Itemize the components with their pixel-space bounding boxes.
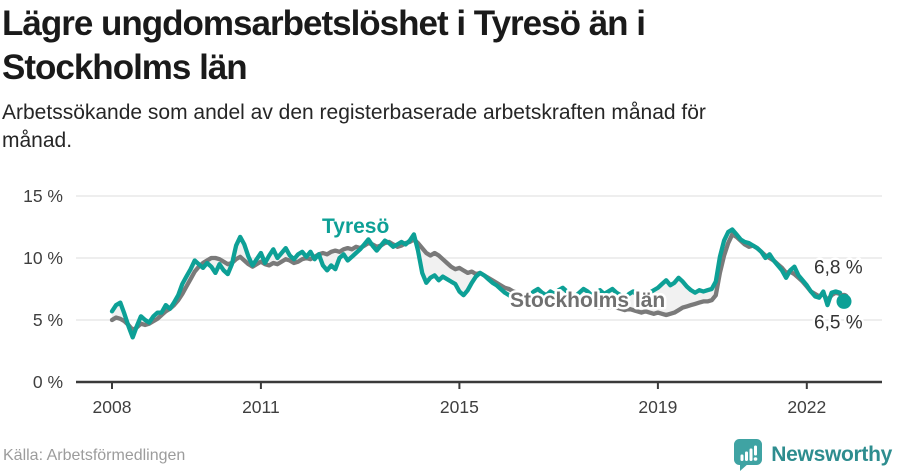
x-tick-label: 2022 — [787, 397, 826, 417]
x-tick-label: 2019 — [638, 397, 677, 417]
y-tick-label: 0 % — [33, 372, 63, 392]
tyreso-series-label: Tyresö — [322, 215, 389, 238]
unemployment-chart: 2008 2011 2015 2019 2022 0 % 5 % 10 % 15 % Tyresö… — [23, 186, 882, 417]
newsworthy-logo[interactable]: Newsworthy — [733, 438, 892, 471]
x-tick-label: 2015 — [440, 397, 479, 417]
newsworthy-logo-icon — [734, 439, 763, 471]
y-tick-label: 15 % — [23, 186, 63, 206]
between-series-fill — [112, 229, 844, 338]
page-subtitle: Arbetssökande som andel av den registerb… — [2, 101, 706, 152]
newsworthy-logo-text: Newsworthy — [771, 442, 892, 466]
tyreso-end-dot — [836, 293, 852, 309]
stockholm-series-label: Stockholms län — [510, 289, 665, 312]
source-note: Källa: Arbetsförmedlingen — [3, 447, 186, 464]
tyreso-line — [109, 227, 847, 340]
stockholm-line — [109, 232, 847, 333]
x-tick-label: 2011 — [242, 397, 280, 417]
stockholm-end-value: 6,8 % — [814, 258, 863, 279]
tyreso-end-value: 6,5 % — [814, 312, 863, 333]
y-tick-label: 5 % — [33, 310, 63, 330]
y-tick-label: 10 % — [23, 248, 63, 268]
x-tick-label: 2008 — [93, 397, 132, 417]
page-title: Lägre ungdomsarbetslöshet i Tyresö än i … — [2, 4, 646, 87]
